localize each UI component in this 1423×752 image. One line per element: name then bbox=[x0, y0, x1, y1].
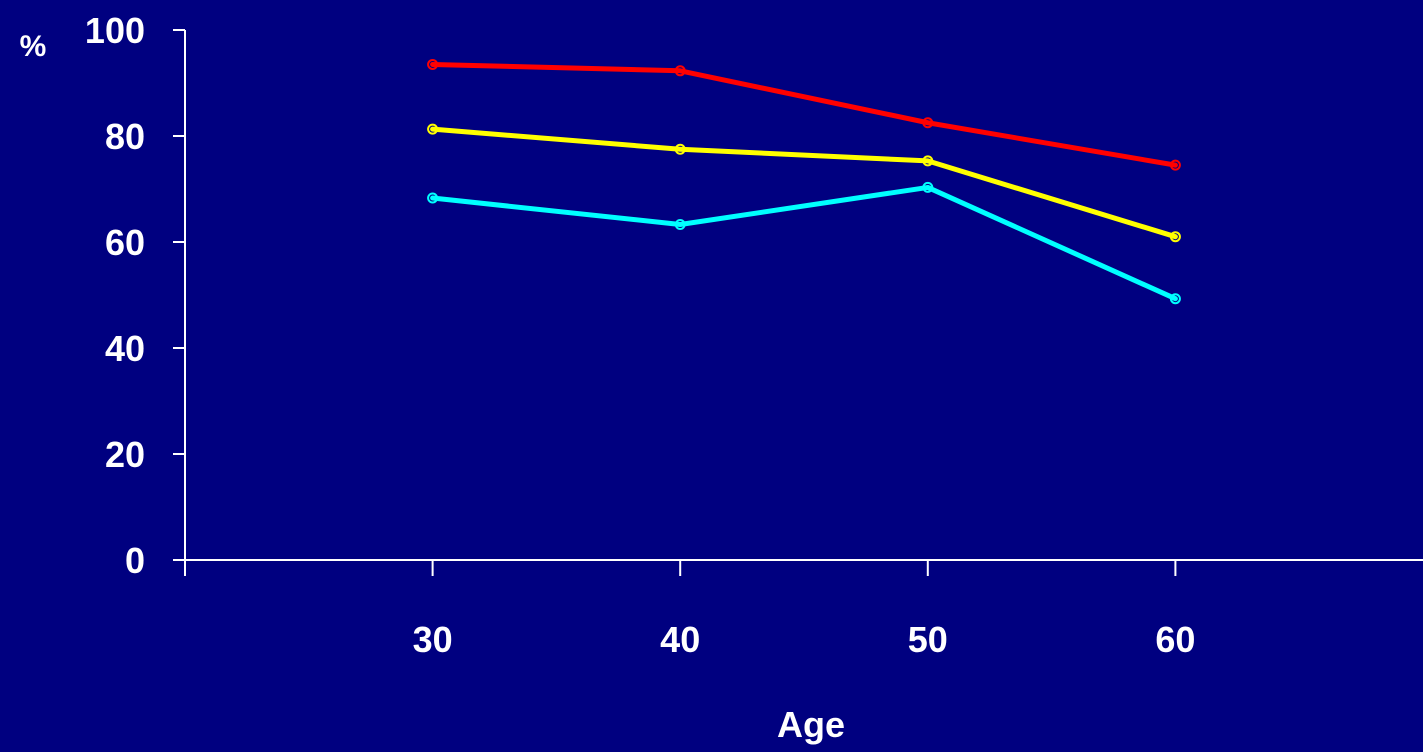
x-tick-label: 50 bbox=[908, 619, 948, 660]
data-point bbox=[427, 58, 439, 70]
y-tick-label: 0 bbox=[125, 540, 145, 581]
series-3 bbox=[427, 181, 1181, 305]
data-point bbox=[427, 123, 439, 135]
data-point bbox=[922, 181, 934, 193]
data-point bbox=[922, 155, 934, 167]
y-tick-label: 20 bbox=[105, 434, 145, 475]
x-axis-title: Age bbox=[777, 704, 845, 745]
y-axis: 0 20 40 60 80 100 bbox=[85, 10, 186, 581]
x-tick-label: 60 bbox=[1155, 619, 1195, 660]
data-point bbox=[427, 192, 439, 204]
series-group bbox=[427, 58, 1181, 305]
y-tick-label: 100 bbox=[85, 10, 145, 51]
data-point bbox=[1169, 293, 1181, 305]
data-point bbox=[1169, 159, 1181, 171]
y-axis-label: % bbox=[20, 30, 47, 63]
series-line bbox=[430, 184, 1178, 302]
y-tick-label: 40 bbox=[105, 328, 145, 369]
data-point bbox=[922, 117, 934, 129]
series-1 bbox=[427, 58, 1181, 171]
y-tick-label: 80 bbox=[105, 116, 145, 157]
x-tick-label: 40 bbox=[660, 619, 700, 660]
x-axis: 30 40 50 60 bbox=[184, 559, 1423, 660]
series-line bbox=[430, 61, 1178, 168]
data-point bbox=[674, 143, 686, 155]
series-line bbox=[430, 126, 1178, 240]
data-point bbox=[1169, 231, 1181, 243]
data-point bbox=[674, 65, 686, 77]
data-point bbox=[674, 219, 686, 231]
y-tick-label: 60 bbox=[105, 222, 145, 263]
x-tick-label: 30 bbox=[413, 619, 453, 660]
series-2 bbox=[427, 123, 1181, 243]
